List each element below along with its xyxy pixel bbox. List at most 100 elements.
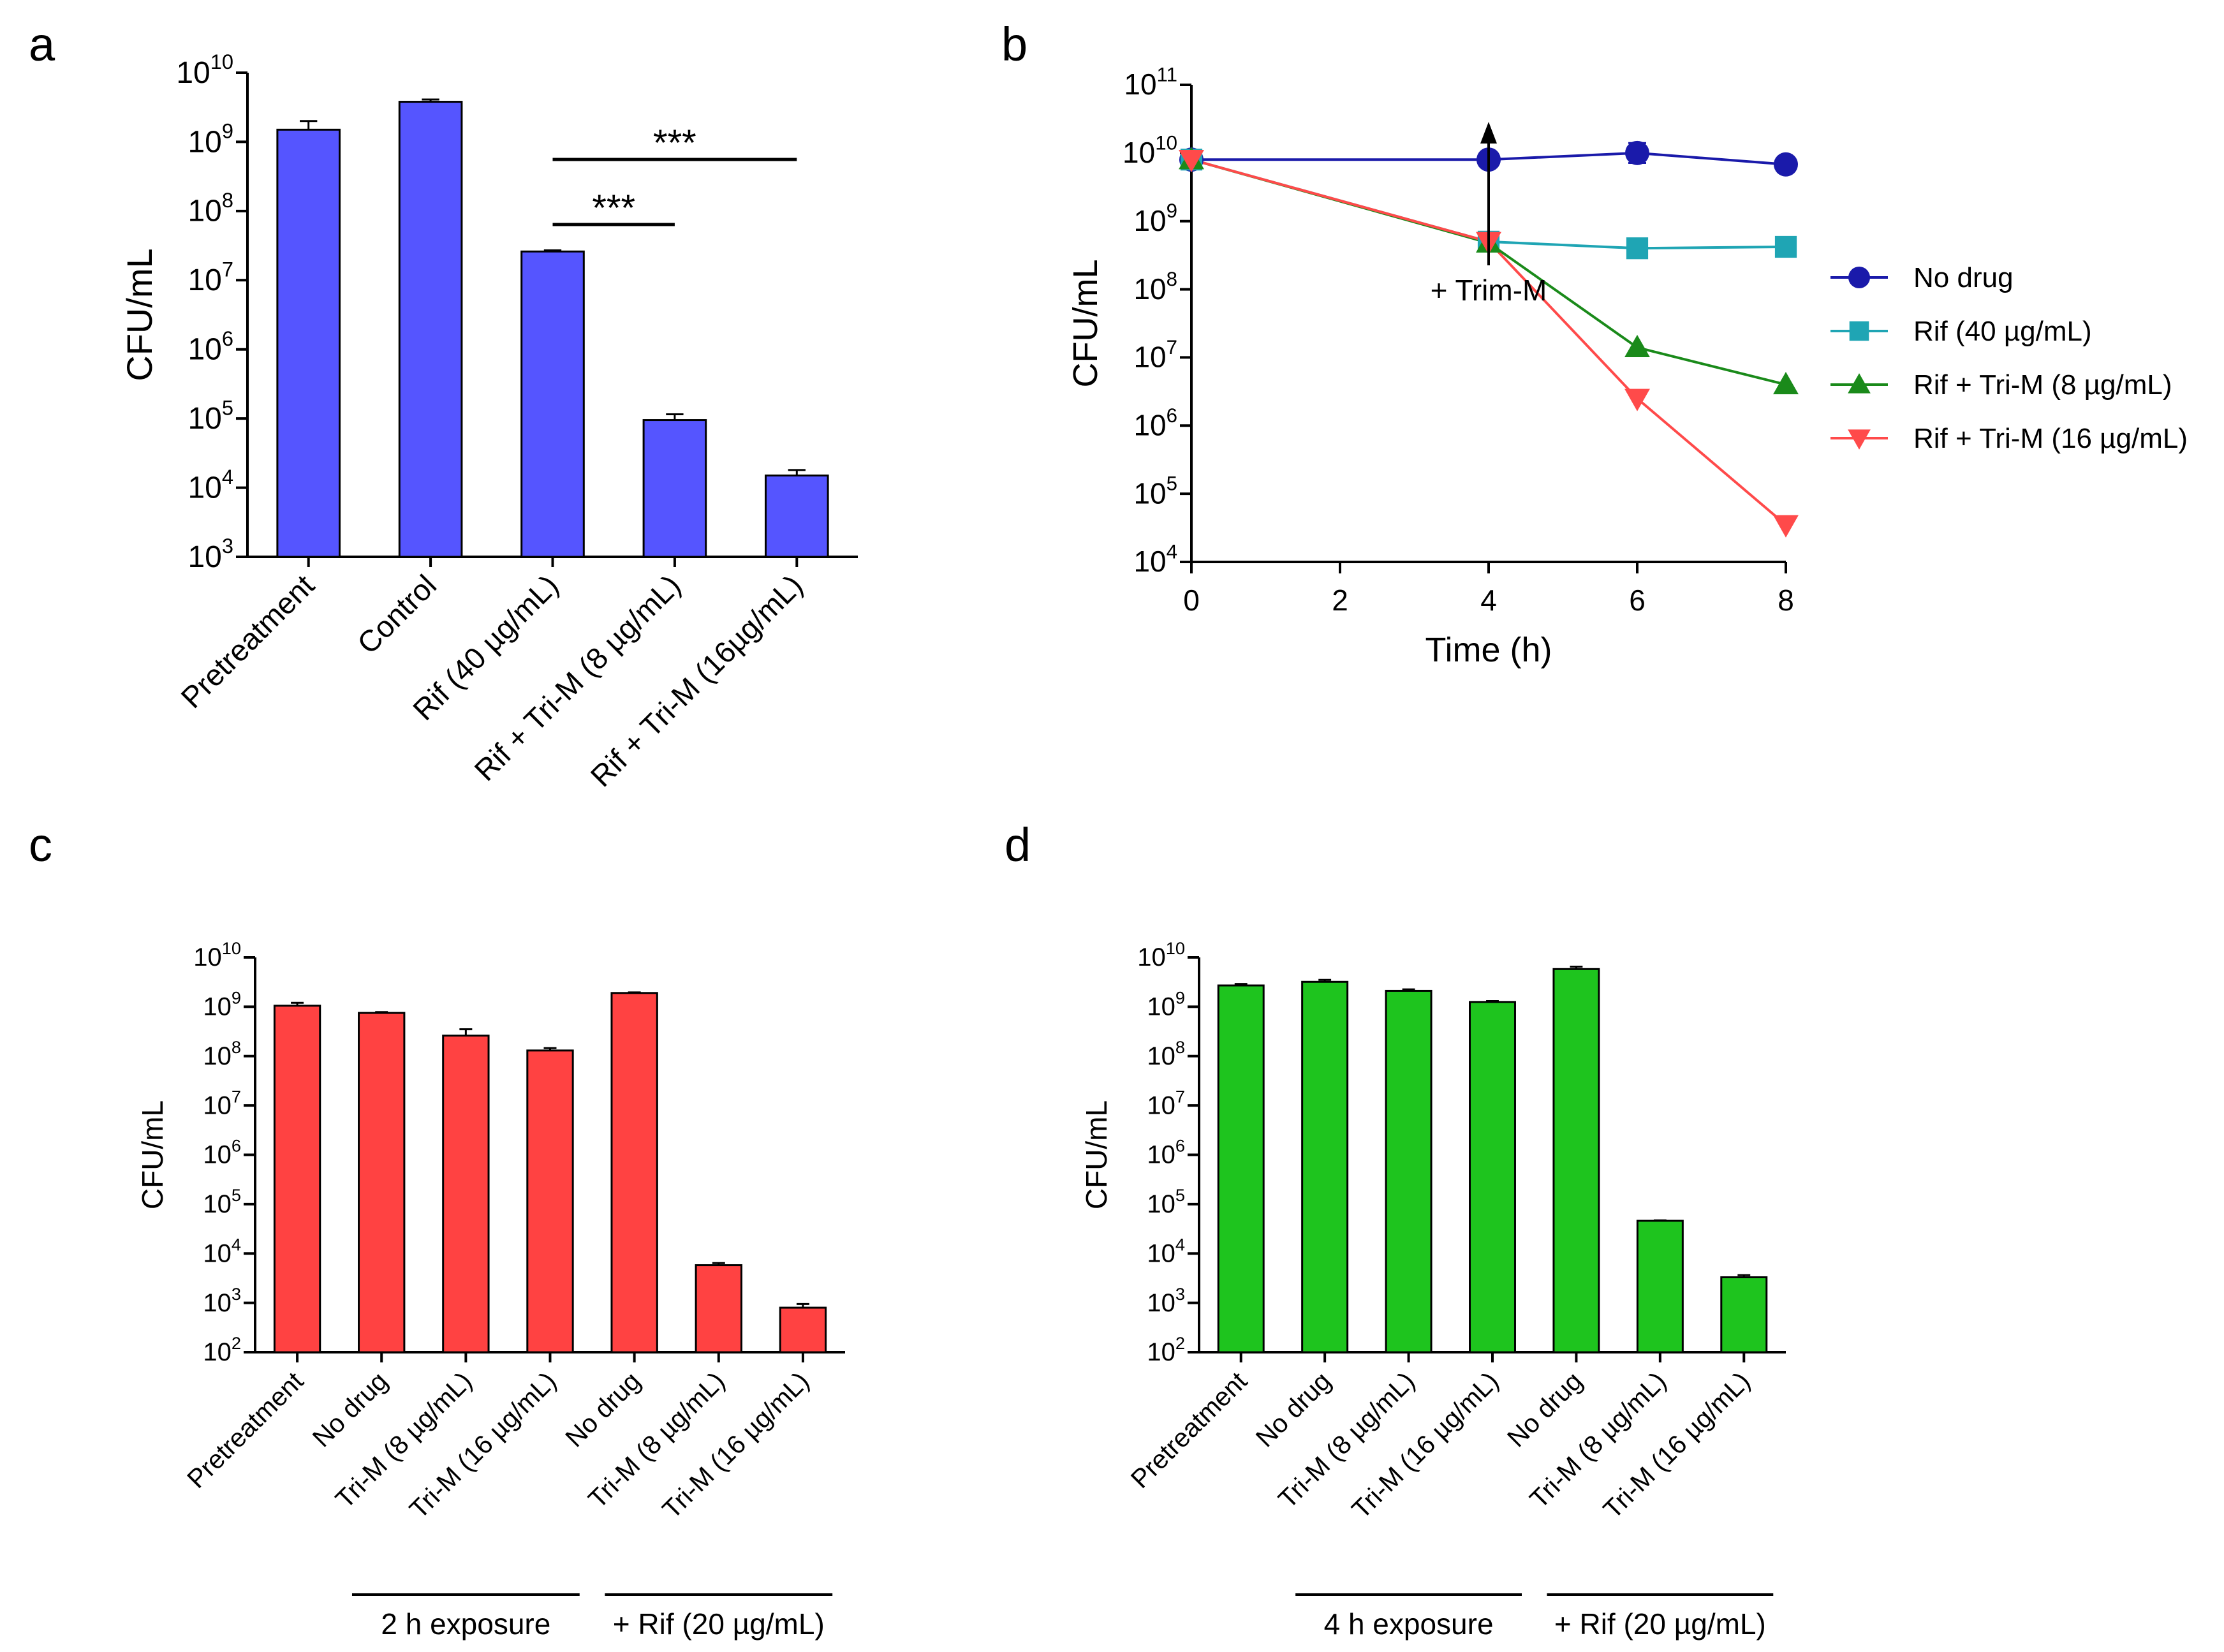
legend-label: Rif + Tri-M (8 µg/mL) — [1913, 369, 2172, 401]
y-tick-label: 108 — [188, 188, 233, 228]
y-tick-label: 107 — [203, 1086, 241, 1119]
y-tick-label: 108 — [1133, 268, 1177, 306]
bar — [398, 101, 463, 558]
y-tick-label: 1010 — [176, 50, 233, 90]
legend-label: Rif + Tri-M (16 µg/mL) — [1913, 423, 2188, 454]
y-tick-label: 108 — [203, 1037, 241, 1070]
series-line — [1191, 158, 1787, 526]
x-tick-label: No drug — [1250, 1366, 1337, 1453]
x-tick-label: 4 — [1480, 584, 1497, 617]
y-tick-label: 103 — [1147, 1284, 1185, 1317]
group-label: 2 h exposure — [381, 1607, 550, 1641]
point — [1848, 267, 1870, 288]
bar — [273, 1005, 321, 1353]
x-tick-label: Tri-M (16 µg/mL) — [1598, 1366, 1756, 1524]
point — [1849, 321, 1869, 341]
panel-label-c: c — [29, 818, 52, 871]
y-tick-label: 105 — [1147, 1185, 1185, 1218]
x-tick-label: Pretreatment — [181, 1366, 309, 1494]
bar — [358, 1012, 406, 1353]
x-tick-label: Rif + Tri-M (16µg/mL) — [584, 568, 809, 793]
legend-label: Rif (40 µg/mL) — [1913, 316, 2092, 347]
group-label: 4 h exposure — [1324, 1607, 1494, 1641]
x-tick-label: Control — [351, 568, 443, 661]
point — [1179, 150, 1204, 173]
point — [1624, 334, 1650, 358]
annotation-label: + Trim-M — [1431, 274, 1547, 307]
group-label: + Rif (20 µg/mL) — [1554, 1607, 1766, 1641]
x-tick-label: Tri-M (16 µg/mL) — [656, 1366, 814, 1524]
x-tick-label: Pretreatment — [1125, 1366, 1253, 1494]
x-tick-label: Tri-M (16 µg/mL) — [1346, 1366, 1504, 1524]
chart-d: 102 103 104 105 106 107 108 109 1010 CFU/mL Pretre… — [1080, 938, 1786, 1641]
y-axis-label: CFU/mL — [119, 248, 159, 381]
y-tick-label: 104 — [188, 465, 233, 505]
y-axis-label: CFU/mL — [1066, 260, 1105, 388]
y-tick-label: 107 — [1133, 336, 1177, 374]
bar — [1636, 1220, 1684, 1353]
bar — [276, 128, 341, 558]
x-tick-label: 8 — [1778, 584, 1794, 617]
x-tick-label: Pretreatment — [174, 568, 321, 715]
bar — [1720, 1276, 1768, 1353]
bar — [695, 1264, 742, 1353]
bar — [642, 419, 707, 558]
chart-a: 103 104 105 106 107 108 109 1010 CFU/mL Pretreatm… — [119, 50, 858, 793]
panel-label-d: d — [1005, 818, 1031, 871]
y-tick-label: 105 — [1133, 473, 1177, 510]
y-tick-label: 103 — [203, 1284, 241, 1317]
y-tick-label: 106 — [1147, 1136, 1185, 1169]
x-tick-label: No drug — [1501, 1366, 1588, 1453]
point — [1774, 152, 1798, 177]
bar — [1552, 968, 1600, 1353]
x-tick-label: 6 — [1629, 584, 1646, 617]
bar — [520, 250, 585, 558]
y-tick-label: 102 — [203, 1333, 241, 1366]
y-tick-label: 107 — [1147, 1086, 1185, 1119]
y-tick-label: 109 — [1133, 200, 1177, 237]
y-tick-label: 1011 — [1124, 63, 1177, 101]
point — [1848, 373, 1871, 394]
y-tick-label: 102 — [1147, 1333, 1185, 1366]
group-label: + Rif (20 µg/mL) — [613, 1607, 825, 1641]
y-tick-label: 104 — [203, 1234, 241, 1267]
x-tick-label: No drug — [559, 1366, 646, 1453]
panel-label-b: b — [1001, 18, 1027, 71]
x-tick-label: Rif + Tri-M (8 µg/mL) — [468, 568, 687, 788]
y-tick-label: 109 — [203, 988, 241, 1021]
bar — [526, 1049, 574, 1353]
y-tick-label: 106 — [203, 1136, 241, 1169]
significance-label: *** — [592, 188, 635, 229]
y-tick-label: 103 — [188, 534, 233, 574]
series-line — [1191, 151, 1786, 166]
bar — [1217, 984, 1265, 1353]
legend-label: No drug — [1913, 262, 2014, 293]
bar — [779, 1306, 827, 1353]
y-tick-label: 105 — [188, 395, 233, 436]
bar — [1385, 989, 1432, 1353]
chart-b: 104 105 106 107 108 109 1010 1011 CFU/mL 0 2 4 6 8 Tim… — [1066, 63, 2188, 669]
y-tick-label: 107 — [188, 258, 233, 298]
bar — [764, 474, 829, 558]
x-tick-label: 0 — [1183, 584, 1200, 617]
x-tick-label: No drug — [307, 1366, 394, 1453]
y-tick-label: 1010 — [1137, 938, 1185, 971]
annotation-arrowhead — [1480, 122, 1497, 144]
point — [1774, 235, 1797, 258]
y-tick-label: 108 — [1147, 1037, 1185, 1070]
y-tick-label: 109 — [188, 119, 233, 159]
x-tick-label: Tri-M (16 µg/mL) — [404, 1366, 562, 1524]
y-tick-label: 1010 — [193, 938, 241, 971]
bar — [442, 1035, 490, 1353]
y-tick-label: 109 — [1147, 988, 1185, 1021]
point — [1624, 388, 1650, 411]
y-tick-label: 104 — [1147, 1234, 1185, 1267]
panel-label-a: a — [29, 18, 55, 71]
x-axis-label: Time (h) — [1425, 631, 1552, 669]
y-tick-label: 104 — [1133, 540, 1177, 578]
x-tick-label: 2 — [1332, 584, 1348, 617]
y-tick-label: 105 — [203, 1185, 241, 1218]
point — [1625, 140, 1649, 165]
y-tick-label: 1010 — [1123, 131, 1177, 169]
